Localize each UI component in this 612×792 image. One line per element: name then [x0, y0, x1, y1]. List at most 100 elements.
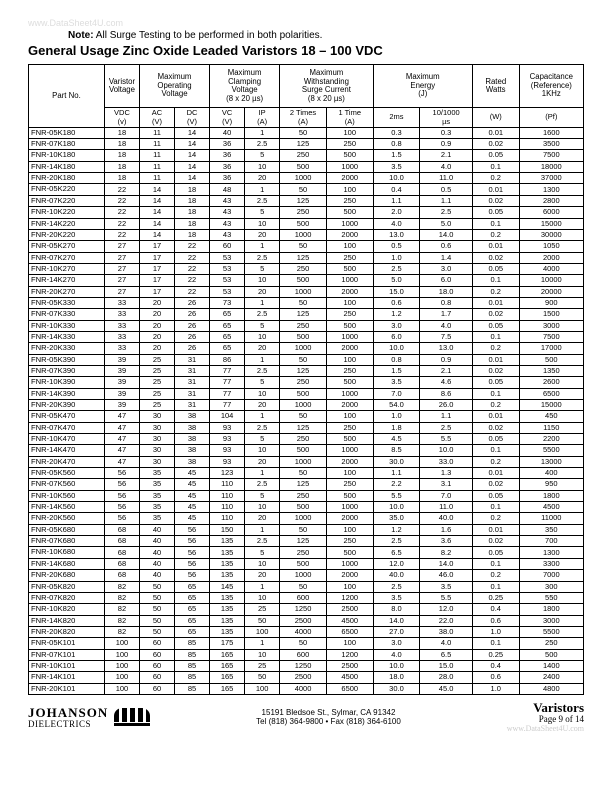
cell-value: 100	[104, 649, 139, 660]
cell-partno: FNR-07K101	[29, 649, 105, 660]
cell-value: 50	[280, 524, 327, 535]
cell-value: 1.0	[373, 411, 420, 422]
cell-value: 22	[175, 275, 210, 286]
cell-value: 14.0	[420, 558, 473, 569]
table-row: FNR-20K560563545110201000200035.040.00.2…	[29, 513, 584, 524]
cell-value: 1	[245, 184, 280, 195]
cell-value: 110	[210, 513, 245, 524]
cell-value: 10	[245, 161, 280, 172]
cell-value: 250	[326, 536, 373, 547]
cell-value: 4500	[326, 615, 373, 626]
table-row: FNR-05K4704730381041501001.01.10.01450	[29, 411, 584, 422]
cell-value: 0.05	[472, 320, 519, 331]
cell-value: 500	[326, 320, 373, 331]
cell-value: 100	[326, 581, 373, 592]
cell-value: 22	[104, 184, 139, 195]
cell-value: 14	[139, 218, 174, 229]
cell-value: 45	[175, 502, 210, 513]
cell-value: 3.1	[420, 479, 473, 490]
cell-value: 1.2	[373, 309, 420, 320]
cell-value: 125	[280, 195, 327, 206]
cell-value: 43	[210, 218, 245, 229]
note-line: Note: All Surge Testing to be performed …	[28, 30, 584, 41]
cell-partno: FNR-14K470	[29, 445, 105, 456]
cell-value: 125	[280, 365, 327, 376]
cell-value: 20	[245, 286, 280, 297]
cell-value: 100	[104, 672, 139, 683]
col-sub-header: 10/1000µs	[420, 108, 473, 128]
cell-value: 20	[139, 343, 174, 354]
cell-partno: FNR-05K470	[29, 411, 105, 422]
cell-value: 65	[210, 309, 245, 320]
cell-value: 7000	[519, 570, 583, 581]
cell-value: 250	[280, 547, 327, 558]
cell-value: 65	[175, 592, 210, 603]
cell-value: 82	[104, 626, 139, 637]
cell-value: 50	[245, 672, 280, 683]
cell-value: 0.2	[472, 286, 519, 297]
col-group-header: MaximumWithstandingSurge Current(8 x 20 …	[280, 65, 373, 108]
col-sub-header: IP(A)	[245, 108, 280, 128]
cell-value: 35	[139, 479, 174, 490]
cell-value: 68	[104, 558, 139, 569]
cell-value: 0.6	[472, 672, 519, 683]
cell-partno: FNR-10K390	[29, 377, 105, 388]
cell-value: 2500	[280, 672, 327, 683]
cell-value: 50	[280, 581, 327, 592]
cell-partno: FNR-20K220	[29, 229, 105, 240]
cell-value: 50	[139, 615, 174, 626]
cell-value: 40	[139, 570, 174, 581]
cell-value: 175	[210, 638, 245, 649]
cell-partno: FNR-07K680	[29, 536, 105, 547]
table-row: FNR-14K270271722531050010005.06.00.11000…	[29, 275, 584, 286]
address-line-1: 15191 Bledsoe St., Sylmar, CA 91342	[256, 708, 401, 718]
cell-value: 85	[175, 638, 210, 649]
cell-value: 2.5	[373, 536, 420, 547]
cell-value: 22	[104, 207, 139, 218]
cell-value: 68	[104, 570, 139, 581]
cell-value: 0.1	[472, 275, 519, 286]
cell-value: 38	[175, 422, 210, 433]
cell-value: 4000	[280, 626, 327, 637]
cell-value: 37000	[519, 173, 583, 184]
cell-partno: FNR-20K101	[29, 683, 105, 694]
table-row: FNR-07K6806840561352.51252502.53.60.0270…	[29, 536, 584, 547]
cell-value: 30	[139, 445, 174, 456]
cell-value: 26	[175, 320, 210, 331]
cell-partno: FNR-05K220	[29, 184, 105, 195]
cell-value: 15000	[519, 218, 583, 229]
cell-value: 500	[280, 445, 327, 456]
cell-partno: FNR-05K330	[29, 297, 105, 308]
cell-value: 17	[139, 252, 174, 263]
cell-value: 3.5	[420, 581, 473, 592]
cell-value: 10	[245, 388, 280, 399]
table-row: FNR-10K3903925317752505003.54.60.052600	[29, 377, 584, 388]
cell-value: 33	[104, 320, 139, 331]
cell-value: 47	[104, 422, 139, 433]
table-row: FNR-10K56056354511052505005.57.00.051800	[29, 490, 584, 501]
cell-value: 100	[326, 297, 373, 308]
cell-value: 36	[210, 150, 245, 161]
cell-partno: FNR-14K330	[29, 331, 105, 342]
cell-value: 39	[104, 365, 139, 376]
cell-value: 25	[139, 354, 174, 365]
table-row: FNR-07K390392531772.51252501.52.10.02135…	[29, 365, 584, 376]
cell-partno: FNR-05K390	[29, 354, 105, 365]
cell-partno: FNR-07K180	[29, 139, 105, 150]
table-row: FNR-14K180181114361050010003.54.00.11800…	[29, 161, 584, 172]
col-group-header: VaristorVoltage	[104, 65, 139, 108]
cell-value: 0.01	[472, 184, 519, 195]
cell-value: 45	[175, 490, 210, 501]
cell-value: 250	[280, 320, 327, 331]
cell-value: 40	[139, 524, 174, 535]
cell-value: 0.2	[472, 400, 519, 411]
cell-value: 25	[245, 660, 280, 671]
cell-value: 50	[139, 604, 174, 615]
cell-value: 15.0	[420, 660, 473, 671]
col-sub-header: (W)	[472, 108, 519, 128]
col-group-header: Part No.	[29, 65, 105, 128]
cell-value: 1400	[519, 660, 583, 671]
footer-address: 15191 Bledsoe St., Sylmar, CA 91342 Tel …	[256, 708, 401, 727]
cell-partno: FNR-20K560	[29, 513, 105, 524]
cell-value: 600	[280, 592, 327, 603]
